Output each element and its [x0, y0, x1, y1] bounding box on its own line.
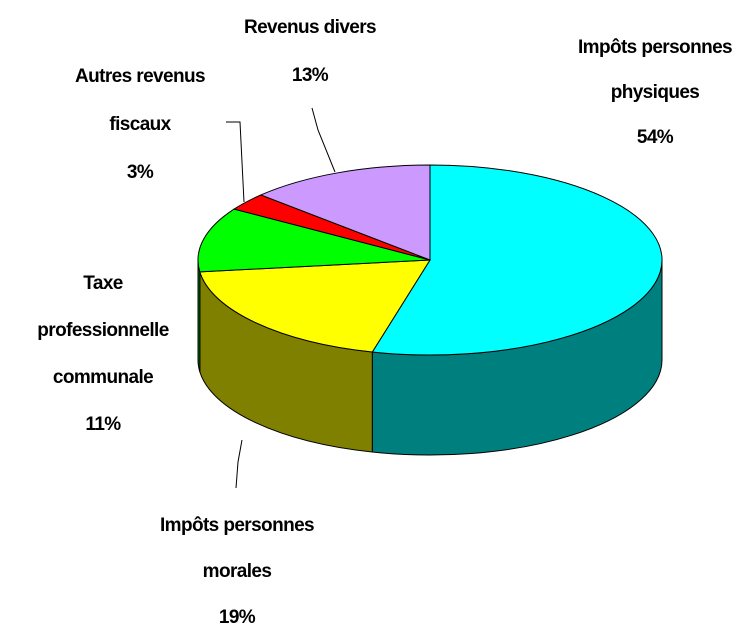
value-label: 54% [636, 127, 674, 148]
value-label: 19% [218, 607, 256, 628]
slice-label: Autres revenus fiscaux 3% [65, 53, 215, 197]
category-label: Autres revenus fiscaux [75, 66, 206, 135]
value-label: 11% [85, 414, 121, 435]
leader-line [311, 107, 336, 173]
slice-side [197, 259, 201, 373]
slice [197, 208, 431, 273]
slice-label: Revenus divers 13% [210, 4, 410, 100]
leader-line [226, 121, 245, 203]
slice-label: Impôts personnes morales 19% [137, 503, 337, 630]
slice-label: Taxe professionnelle communale 11% [23, 260, 183, 448]
category-label: Taxe professionnelle communale [37, 273, 169, 388]
category-label: Impôts personnes morales [159, 515, 315, 582]
slice [259, 164, 431, 261]
slice-label: Impôts personnes physiques 54% [560, 25, 750, 160]
category-label: Revenus divers [243, 17, 377, 38]
slice [199, 259, 431, 353]
value-label: 3% [126, 162, 154, 183]
slice [371, 164, 663, 356]
value-label: 13% [291, 65, 329, 86]
leader-line [235, 439, 243, 489]
category-label: Impôts personnes physiques [577, 37, 733, 103]
